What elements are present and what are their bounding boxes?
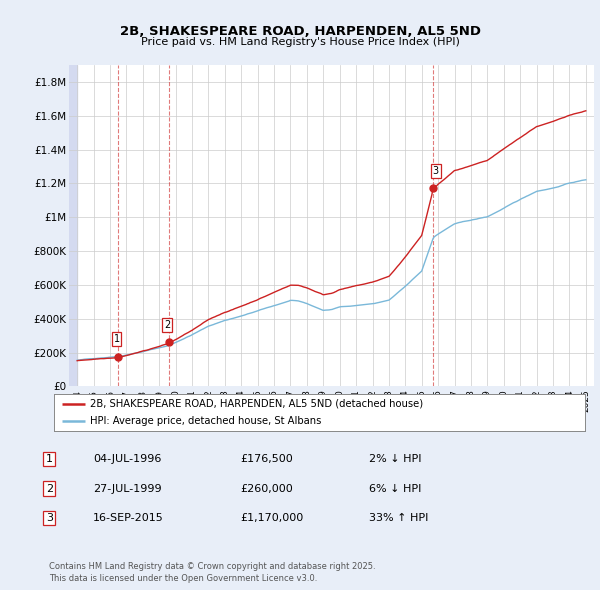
Text: 2: 2 xyxy=(46,484,53,493)
Bar xyxy=(69,65,77,386)
Text: HPI: Average price, detached house, St Albans: HPI: Average price, detached house, St A… xyxy=(90,417,322,427)
Text: £1,170,000: £1,170,000 xyxy=(240,513,303,523)
Text: 1: 1 xyxy=(113,334,119,344)
Text: 27-JUL-1999: 27-JUL-1999 xyxy=(93,484,161,493)
Text: 04-JUL-1996: 04-JUL-1996 xyxy=(93,454,161,464)
Text: £176,500: £176,500 xyxy=(240,454,293,464)
Text: 2B, SHAKESPEARE ROAD, HARPENDEN, AL5 5ND: 2B, SHAKESPEARE ROAD, HARPENDEN, AL5 5ND xyxy=(119,25,481,38)
Text: 3: 3 xyxy=(433,166,439,176)
Text: 1: 1 xyxy=(46,454,53,464)
Text: 3: 3 xyxy=(46,513,53,523)
Text: 16-SEP-2015: 16-SEP-2015 xyxy=(93,513,164,523)
Text: Price paid vs. HM Land Registry's House Price Index (HPI): Price paid vs. HM Land Registry's House … xyxy=(140,37,460,47)
Text: 6% ↓ HPI: 6% ↓ HPI xyxy=(369,484,421,493)
Text: 2: 2 xyxy=(164,320,170,330)
Text: 2B, SHAKESPEARE ROAD, HARPENDEN, AL5 5ND (detached house): 2B, SHAKESPEARE ROAD, HARPENDEN, AL5 5ND… xyxy=(90,399,423,408)
Text: Contains HM Land Registry data © Crown copyright and database right 2025.
This d: Contains HM Land Registry data © Crown c… xyxy=(49,562,376,583)
Text: £260,000: £260,000 xyxy=(240,484,293,493)
Text: 2% ↓ HPI: 2% ↓ HPI xyxy=(369,454,421,464)
Text: 33% ↑ HPI: 33% ↑ HPI xyxy=(369,513,428,523)
